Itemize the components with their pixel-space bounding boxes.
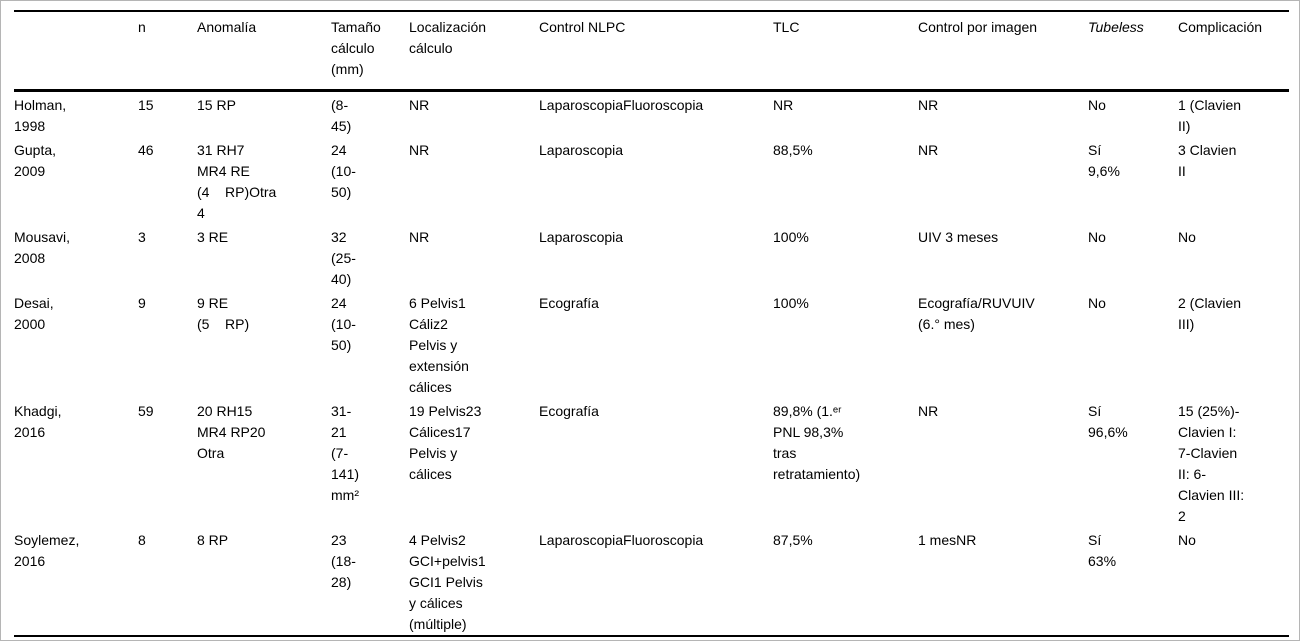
- study-comparison-table: n Anomalía Tamaño cálculo (mm) Localizac…: [14, 10, 1289, 637]
- cell-control-nlpc: LaparoscopiaFluoroscopia: [539, 532, 704, 548]
- cell-anomalia: 8 RP: [197, 532, 229, 548]
- table-row-holman-1998: Holman, 1998 15 15 RP (8- 45) NR Laparos…: [14, 91, 1289, 138]
- cell-complicacion: 3 Clavien II: [1178, 142, 1237, 179]
- col-header-localizacion-calculo: Localización cálculo: [409, 11, 539, 92]
- cell-study: Holman, 1998: [14, 97, 67, 134]
- col-header-n: n: [138, 11, 197, 92]
- cell-localizacion: 6 Pelvis1 Cáliz2 Pelvis y extensión cáli…: [409, 295, 469, 395]
- cell-n: 8: [138, 532, 146, 548]
- cell-complicacion: 1 (Clavien II): [1178, 97, 1242, 134]
- cell-control-imagen: NR: [918, 403, 939, 419]
- cell-control-nlpc: LaparoscopiaFluoroscopia: [539, 97, 704, 113]
- cell-tubeless: No: [1088, 295, 1106, 311]
- cell-tamano: (8- 45): [331, 97, 352, 134]
- cell-control-imagen: NR: [918, 97, 939, 113]
- cell-anomalia: 3 RE: [197, 229, 229, 245]
- cell-complicacion: No: [1178, 532, 1196, 548]
- cell-tubeless: No: [1088, 97, 1106, 113]
- cell-complicacion: No: [1178, 229, 1196, 245]
- cell-tubeless: No: [1088, 229, 1106, 245]
- cell-n: 46: [138, 142, 154, 158]
- cell-tlc: 88,5%: [773, 142, 813, 158]
- table-row-mousavi-2008: Mousavi, 2008 3 3 RE 32 (25- 40) NR Lapa…: [14, 224, 1289, 290]
- cell-localizacion: 4 Pelvis2 GCI+pelvis1 GCI1 Pelvis y cáli…: [409, 532, 486, 632]
- cell-tamano: 32 (25- 40): [331, 229, 356, 287]
- table-header-row: n Anomalía Tamaño cálculo (mm) Localizac…: [14, 11, 1289, 92]
- cell-complicacion: 2 (Clavien III): [1178, 295, 1242, 332]
- cell-anomalia: 20 RH15 MR4 RP20 Otra: [197, 403, 266, 461]
- cell-localizacion: NR: [409, 142, 430, 158]
- cell-tamano: 23 (18- 28): [331, 532, 356, 590]
- cell-complicacion: 15 (25%)- Clavien I: 7-Clavien II: 6- Cl…: [1178, 403, 1245, 524]
- cell-control-imagen: NR: [918, 142, 939, 158]
- cell-tlc: 100%: [773, 229, 809, 245]
- cell-control-nlpc: Laparoscopia: [539, 229, 624, 245]
- cell-control-nlpc: Ecografía: [539, 295, 599, 311]
- cell-localizacion: 19 Pelvis23 Cálices17 Pelvis y cálices: [409, 403, 482, 482]
- cell-n: 59: [138, 403, 154, 419]
- cell-tubeless: Sí 96,6%: [1088, 403, 1128, 440]
- col-header-study: [14, 11, 138, 92]
- cell-control-imagen: UIV 3 meses: [918, 229, 999, 245]
- col-header-anomalia: Anomalía: [197, 11, 331, 92]
- col-header-tlc: TLC: [773, 11, 918, 92]
- col-header-control-nlpc: Control NLPC: [539, 11, 773, 92]
- cell-n: 15: [138, 97, 154, 113]
- cell-tlc: 89,8% (1.ᵉʳ PNL 98,3% tras retratamiento…: [773, 403, 861, 482]
- cell-study: Gupta, 2009: [14, 142, 57, 179]
- cell-localizacion: NR: [409, 229, 430, 245]
- cell-study: Soylemez, 2016: [14, 532, 80, 569]
- cell-study: Khadgi, 2016: [14, 403, 62, 440]
- cell-tubeless: Sí 9,6%: [1088, 142, 1120, 179]
- cell-n: 9: [138, 295, 146, 311]
- cell-control-nlpc: Ecografía: [539, 403, 599, 419]
- table-row-soylemez-2016: Soylemez, 2016 8 8 RP 23 (18- 28) 4 Pelv…: [14, 527, 1289, 636]
- cell-control-imagen: Ecografía/RUVUIV (6.° mes): [918, 295, 1035, 332]
- cell-tamano: 24 (10- 50): [331, 295, 356, 353]
- cell-control-imagen: 1 mesNR: [918, 532, 977, 548]
- col-header-control-por-imagen: Control por imagen: [918, 11, 1088, 92]
- cell-n: 3: [138, 229, 146, 245]
- cell-tlc: 87,5%: [773, 532, 813, 548]
- table-row-khadgi-2016: Khadgi, 2016 59 20 RH15 MR4 RP20 Otra 31…: [14, 398, 1289, 527]
- table-row-gupta-2009: Gupta, 2009 46 31 RH7 MR4 RE (4 RP)Otra …: [14, 137, 1289, 224]
- table-row-desai-2000: Desai, 2000 9 9 RE (5 RP) 24 (10- 50) 6 …: [14, 290, 1289, 398]
- col-header-complicacion: Complicación: [1178, 11, 1289, 92]
- cell-tamano: 31- 21 (7- 141) mm²: [331, 403, 360, 503]
- col-header-tamano-calculo: Tamaño cálculo (mm): [331, 11, 409, 92]
- cell-study: Desai, 2000: [14, 295, 54, 332]
- cell-tubeless: Sí 63%: [1088, 532, 1117, 569]
- cell-tamano: 24 (10- 50): [331, 142, 356, 200]
- cell-anomalia: 9 RE (5 RP): [197, 295, 250, 332]
- col-header-tubeless: Tubeless: [1088, 11, 1178, 92]
- cell-anomalia: 31 RH7 MR4 RE (4 RP)Otra 4: [197, 142, 277, 221]
- cell-localizacion: NR: [409, 97, 430, 113]
- cell-tlc: 100%: [773, 295, 809, 311]
- cell-anomalia: 15 RP: [197, 97, 236, 113]
- cell-study: Mousavi, 2008: [14, 229, 71, 266]
- cell-control-nlpc: Laparoscopia: [539, 142, 624, 158]
- cell-tlc: NR: [773, 97, 794, 113]
